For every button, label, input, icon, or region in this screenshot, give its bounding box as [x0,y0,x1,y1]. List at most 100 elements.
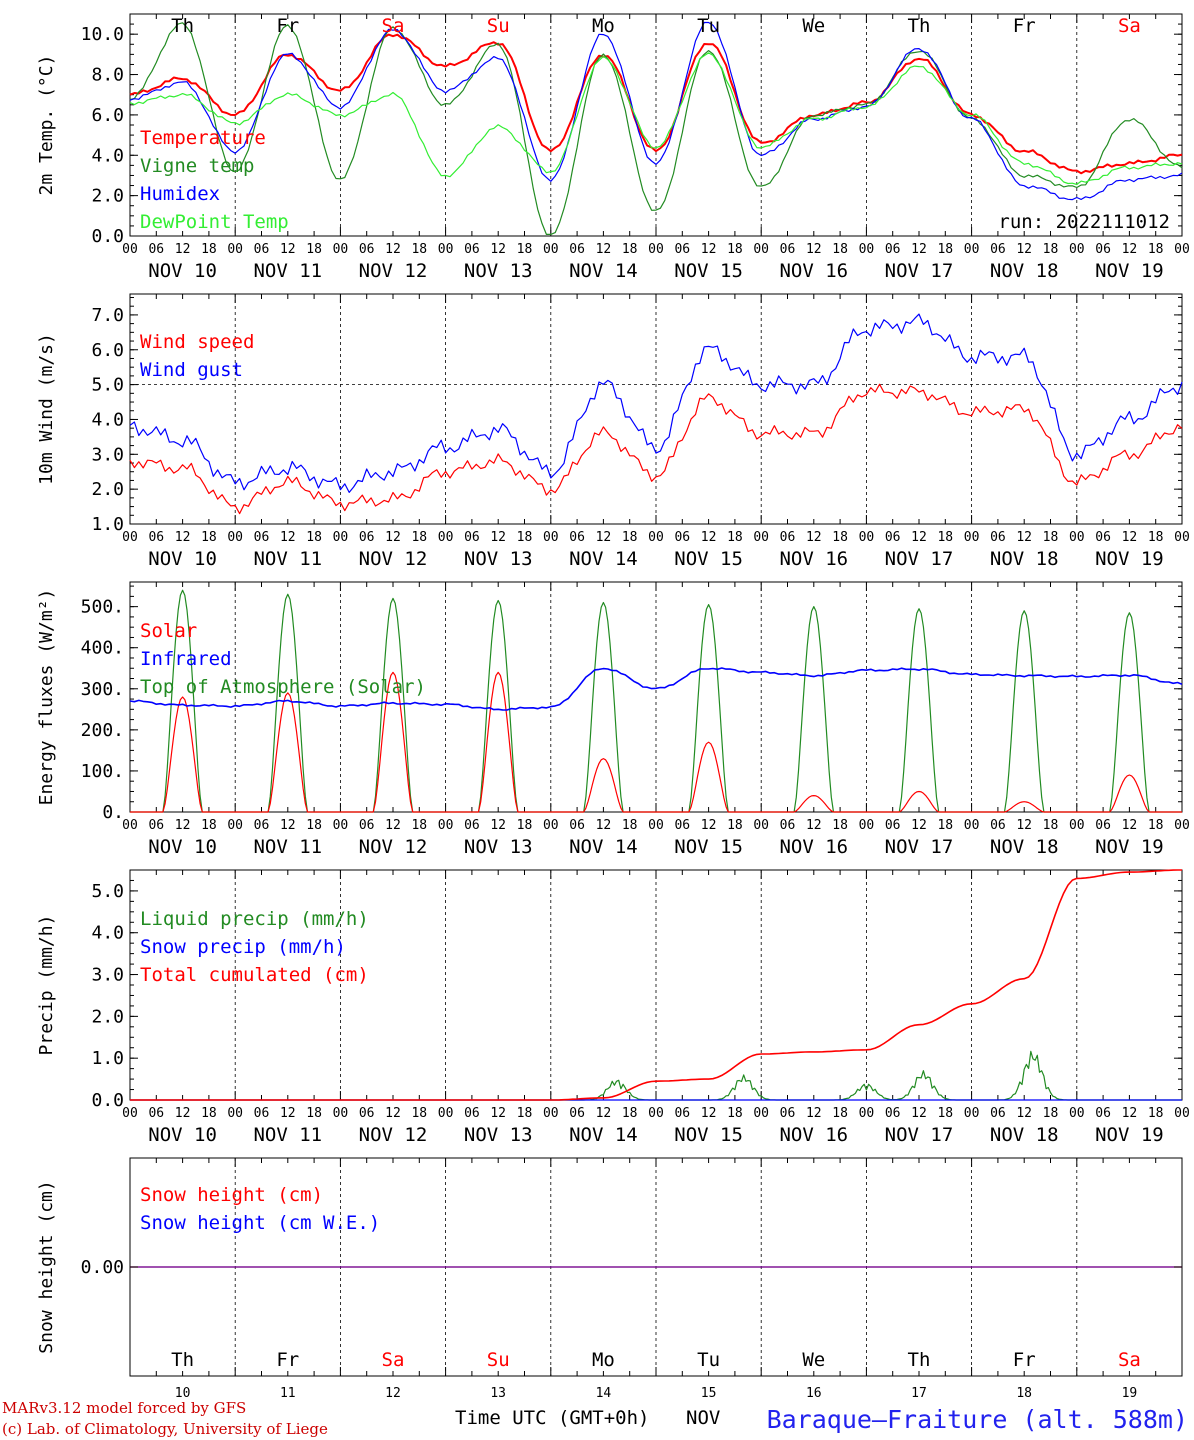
hour-tick-label: 12 [280,818,296,833]
hour-tick-label: 00 [1174,242,1190,257]
legend-liquid-precip-mm-h-: Liquid precip (mm/h) [140,908,369,930]
y-axis-title: Energy fluxes (W/m²) [36,589,57,806]
hour-tick-label: 12 [596,1106,612,1121]
y-tick-label: 2.0 [91,1006,124,1027]
weekday-label: Sa [1118,15,1141,37]
legend-snow-height-cm-w-e-: Snow height (cm W.E.) [140,1212,380,1234]
hour-tick-label: 12 [280,530,296,545]
hour-tick-label: 00 [1174,1106,1190,1121]
y-tick-label: 2.0 [91,186,124,207]
hour-tick-label: 00 [543,242,559,257]
y-tick-label: 200. [81,720,124,741]
date-label: NOV 19 [1095,836,1164,858]
hour-tick-label: 00 [122,242,138,257]
y-axis-title: 10m Wind (m/s) [36,333,57,485]
date-label: NOV 17 [885,836,954,858]
hour-tick-label: 18 [622,818,638,833]
y-tick-label: 6.0 [91,105,124,126]
hour-tick-label: 12 [596,530,612,545]
hour-tick-label: 00 [964,242,980,257]
date-label: NOV 13 [464,548,533,570]
legend-snow-precip-mm-h-: Snow precip (mm/h) [140,936,346,958]
hour-tick-label: 00 [859,530,875,545]
day-number-label: 13 [490,1386,506,1401]
hour-tick-label: 00 [438,530,454,545]
y-tick-label: 8.0 [91,65,124,86]
hour-tick-label: 00 [859,1106,875,1121]
weekday-label: Th [908,1349,931,1371]
hour-tick-label: 00 [438,1106,454,1121]
weekday-label: Tu [697,15,720,37]
date-label: NOV 12 [359,548,428,570]
hour-tick-label: 00 [227,242,243,257]
legend-dewpoint-temp: DewPoint Temp [140,211,289,233]
hour-tick-label: 00 [648,242,664,257]
hour-tick-label: 06 [885,530,901,545]
day-number-label: 17 [911,1386,927,1401]
hour-tick-label: 12 [175,530,191,545]
hour-tick-label: 00 [543,1106,559,1121]
day-number-label: 19 [1122,1386,1138,1401]
weekday-label: Fr [276,15,299,37]
hour-tick-label: 06 [464,1106,480,1121]
day-number-label: 16 [806,1386,822,1401]
hour-tick-label: 12 [175,242,191,257]
hour-tick-label: 12 [385,242,401,257]
date-label: NOV 18 [990,1124,1059,1146]
hour-tick-label: 18 [1148,242,1164,257]
station-title: Baraque–Fraiture (alt. 588m) [767,1405,1188,1434]
y-tick-label: 0.00 [81,1257,124,1278]
legend-solar: Solar [140,620,197,642]
hour-tick-label: 12 [596,242,612,257]
y-tick-label: 7.0 [91,305,124,326]
hour-tick-label: 00 [227,530,243,545]
date-label: NOV 12 [359,1124,428,1146]
hour-tick-label: 00 [964,1106,980,1121]
hour-tick-label: 06 [148,242,164,257]
hour-tick-label: 12 [1016,818,1032,833]
series-wind-gust [129,313,1183,493]
date-label: NOV 15 [674,836,743,858]
date-label: NOV 14 [569,836,638,858]
hour-tick-label: 06 [359,242,375,257]
hour-tick-label: 18 [622,530,638,545]
date-label: NOV 18 [990,260,1059,282]
y-tick-label: 3.0 [91,444,124,465]
date-label: NOV 14 [569,260,638,282]
hour-tick-label: 00 [333,818,349,833]
date-label: NOV 12 [359,836,428,858]
hour-tick-label: 06 [464,530,480,545]
hour-tick-label: 06 [148,818,164,833]
weekday-label: Su [487,1349,510,1371]
hour-tick-label: 00 [227,818,243,833]
y-tick-label: 500. [81,597,124,618]
hour-tick-label: 12 [806,530,822,545]
hour-tick-label: 12 [385,1106,401,1121]
hour-tick-label: 06 [885,818,901,833]
hour-tick-label: 06 [569,242,585,257]
date-label: NOV 10 [148,260,217,282]
weekday-label: Su [487,15,510,37]
hour-tick-label: 00 [122,818,138,833]
hour-tick-label: 18 [306,530,322,545]
date-label: NOV 18 [990,836,1059,858]
hour-tick-label: 06 [780,530,796,545]
hour-tick-label: 12 [701,1106,717,1121]
weekday-label: Sa [382,15,405,37]
date-label: NOV 10 [148,836,217,858]
hour-tick-label: 00 [753,1106,769,1121]
hour-tick-label: 18 [1043,1106,1059,1121]
date-label: NOV 11 [253,260,322,282]
hour-tick-label: 06 [1095,1106,1111,1121]
hour-tick-label: 06 [780,1106,796,1121]
hour-tick-label: 12 [911,1106,927,1121]
date-label: NOV 12 [359,260,428,282]
weekday-label: Mo [592,1349,615,1371]
date-label: NOV 15 [674,1124,743,1146]
hour-tick-label: 00 [1069,818,1085,833]
date-label: NOV 10 [148,548,217,570]
hour-tick-label: 18 [517,818,533,833]
hour-tick-label: 18 [832,530,848,545]
hour-tick-label: 06 [359,530,375,545]
